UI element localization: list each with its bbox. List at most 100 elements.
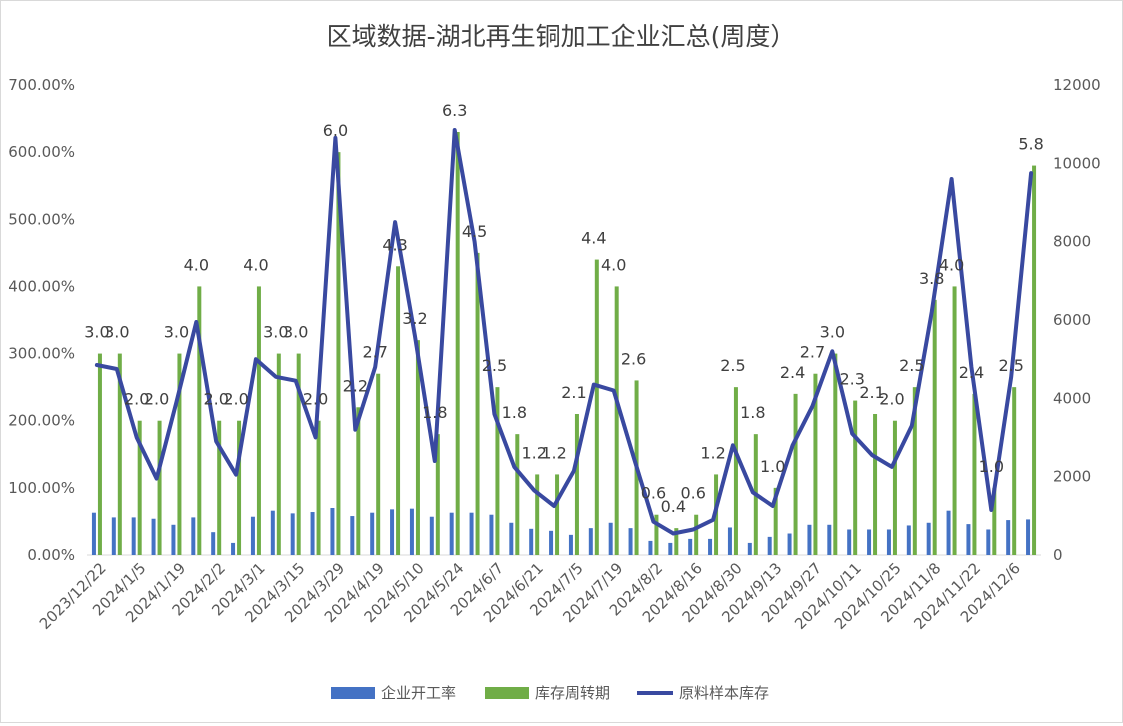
data-label: 2.3 (839, 370, 864, 389)
bar-operating-rate (111, 517, 116, 555)
bar-operating-rate (568, 534, 573, 555)
data-label: 2.0 (203, 390, 228, 409)
bar-operating-rate (270, 510, 275, 555)
data-label: 1.2 (541, 443, 566, 462)
bar-inventory-turnover (197, 286, 202, 555)
bar-operating-rate (409, 508, 414, 555)
data-label: 2.0 (223, 390, 248, 409)
right-axis-ticks: 0 2000 4000 6000 8000 10000 12000 (1053, 76, 1101, 564)
bar-inventory-turnover (892, 420, 897, 555)
data-label: 3.0 (164, 323, 189, 342)
bar-inventory-turnover (594, 259, 599, 555)
line-series (94, 128, 1034, 536)
data-label: 2.6 (621, 349, 646, 368)
bar-operating-rate (827, 524, 832, 555)
data-label: 2.0 (879, 390, 904, 409)
data-label: 2.4 (780, 363, 805, 382)
data-label: 1.2 (521, 443, 546, 462)
bar-inventory-turnover (177, 353, 182, 555)
bar-inventory-turnover (535, 474, 540, 555)
bar-operating-rate (608, 522, 613, 555)
data-label: 0.6 (641, 484, 666, 503)
bar-inventory-turnover (833, 353, 838, 555)
data-label: 0.6 (680, 484, 705, 503)
left-axis-tick: 400.00% (8, 277, 75, 295)
bar-operating-rate (886, 529, 891, 555)
data-labels: 3.03.02.02.03.04.02.02.04.03.03.02.06.02… (84, 101, 1044, 516)
bar-inventory-turnover (574, 414, 579, 555)
right-axis-tick: 12000 (1053, 76, 1101, 94)
data-label: 4.3 (382, 235, 407, 254)
bar-inventory-turnover (674, 528, 679, 555)
bar-inventory-turnover (336, 152, 341, 555)
bar-inventory-turnover (117, 353, 122, 555)
bar-operating-rate (250, 516, 255, 555)
left-axis-ticks: 0.00% 100.00% 200.00% 300.00% 400.00% 500.00%… (8, 76, 75, 564)
bar-operating-rate (151, 518, 156, 555)
bar-operating-rate (191, 517, 196, 555)
data-label: 2.7 (362, 343, 387, 362)
bar-inventory-turnover (992, 487, 997, 555)
bar-operating-rate (767, 536, 772, 555)
bar-inventory-turnover (455, 132, 460, 555)
bar-operating-rate (1026, 519, 1031, 555)
bar-operating-rate (390, 509, 395, 555)
data-label: 2.0 (144, 390, 169, 409)
bar-operating-rate (509, 522, 514, 555)
bar-inventory-turnover (912, 387, 917, 555)
bar-operating-rate (926, 522, 931, 555)
data-label: 4.4 (581, 229, 606, 248)
legend: 企业开工率 库存周转期 原料样本库存 (331, 684, 769, 702)
bar-inventory-turnover (237, 420, 242, 555)
data-label: 4.0 (939, 255, 964, 274)
data-label: 2.5 (482, 356, 507, 375)
bar-operating-rate (549, 530, 554, 555)
left-axis-tick: 100.00% (8, 479, 75, 497)
bar-inventory-turnover (1012, 387, 1017, 555)
data-label: 3.0 (283, 323, 308, 342)
bar-inventory-turnover (137, 420, 142, 555)
bar-operating-rate (867, 529, 872, 555)
left-axis-tick: 500.00% (8, 210, 75, 228)
bar-inventory-turnover (376, 373, 381, 555)
bar-operating-rate (350, 516, 355, 555)
legend-label: 企业开工率 (381, 684, 456, 702)
bar-operating-rate (648, 540, 653, 555)
chart-title: 区域数据-湖北再生铜加工企业汇总(周度） (327, 22, 796, 51)
bar-inventory-turnover (952, 286, 957, 555)
right-axis-tick: 6000 (1053, 311, 1091, 329)
left-axis-tick: 300.00% (8, 345, 75, 363)
bar-inventory-turnover (515, 434, 520, 555)
left-axis-tick: 600.00% (8, 143, 75, 161)
bar-operating-rate (171, 524, 176, 555)
bar-inventory-turnover (614, 286, 619, 555)
data-label: 2.0 (303, 390, 328, 409)
bar-inventory-turnover (853, 400, 858, 555)
data-label: 3.0 (820, 323, 845, 342)
bar-operating-rate (807, 524, 812, 555)
data-label: 2.7 (800, 343, 825, 362)
right-axis-tick: 10000 (1053, 154, 1101, 172)
bar-operating-rate (489, 514, 494, 555)
data-label: 1.0 (760, 457, 785, 476)
bar-inventory-turnover (1032, 165, 1037, 556)
bar-operating-rate (628, 528, 633, 555)
bar-inventory-turnover (217, 420, 222, 555)
line-raw-material-inventory (94, 128, 1034, 536)
left-axis-tick: 0.00% (27, 546, 75, 564)
bar-operating-rate (727, 527, 732, 555)
bar-operating-rate (290, 513, 295, 555)
data-label: 0.4 (661, 497, 686, 516)
data-label: 2.5 (998, 356, 1023, 375)
data-label: 4.5 (462, 222, 487, 241)
data-label: 3.8 (919, 269, 944, 288)
data-label: 5.8 (1018, 135, 1043, 154)
bar-operating-rate (231, 542, 236, 555)
bar-inventory-turnover (654, 514, 659, 555)
bar-operating-rate (986, 529, 991, 555)
bar-operating-rate (91, 512, 96, 555)
data-label: 3.0 (263, 323, 288, 342)
data-label: 2.0 (124, 390, 149, 409)
legend-label: 原料样本库存 (679, 684, 769, 702)
